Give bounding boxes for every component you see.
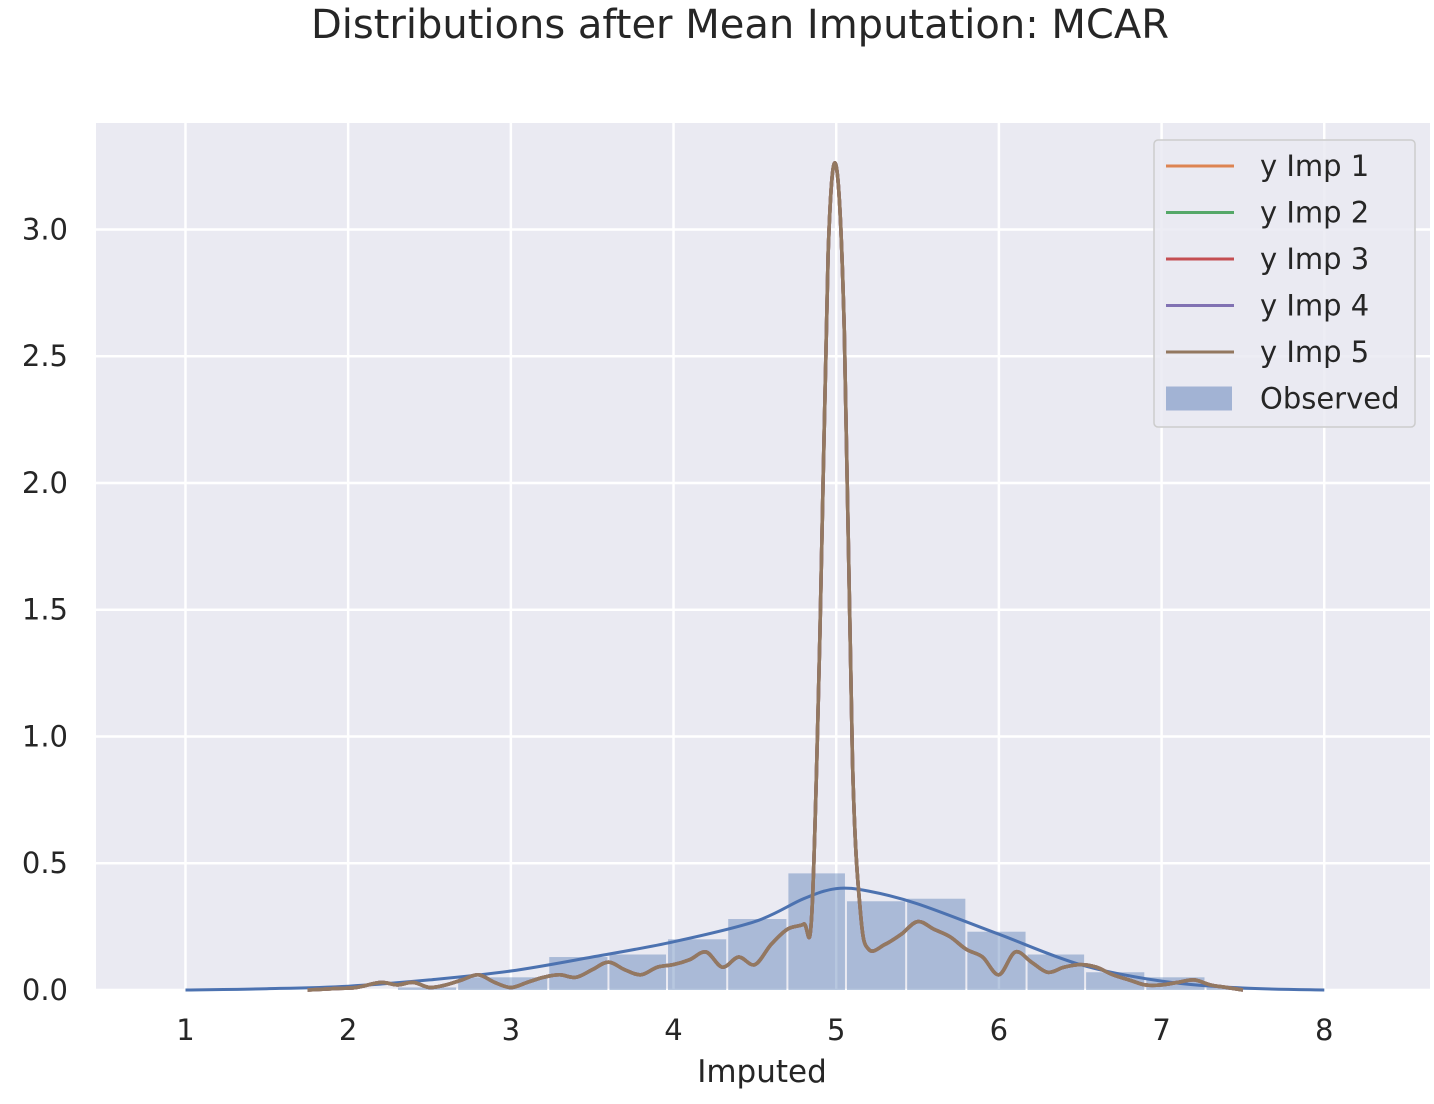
- legend-label-imp-5: y Imp 5: [1260, 335, 1369, 369]
- y-tick-label: 2.5: [22, 339, 68, 373]
- legend-label-imp-4: y Imp 4: [1260, 289, 1369, 323]
- series-lines: [185, 161, 1325, 992]
- observed-histogram-bar: [458, 977, 548, 990]
- x-tick-label: 4: [664, 1013, 682, 1047]
- observed-histogram-bar: [907, 898, 966, 990]
- x-tick-label: 2: [339, 1013, 357, 1047]
- observed-histogram-bar: [728, 919, 787, 990]
- y-tick-label: 2.0: [22, 466, 68, 500]
- legend-label-imp-2: y Imp 2: [1260, 196, 1369, 230]
- y-tick-label: 3.0: [22, 212, 68, 246]
- imputed-line-5: [307, 161, 1244, 992]
- x-tick-label: 1: [176, 1013, 194, 1047]
- x-tick-label: 3: [502, 1013, 520, 1047]
- x-tick-label: 6: [990, 1013, 1008, 1047]
- legend-label-observed: Observed: [1260, 382, 1400, 416]
- x-tick-label: 8: [1315, 1013, 1333, 1047]
- y-tick-label: 0.5: [22, 846, 68, 880]
- y-tick-label: 0.0: [22, 973, 68, 1007]
- legend-label-imp-3: y Imp 3: [1260, 242, 1369, 276]
- legend-swatch-observed: [1166, 386, 1232, 411]
- observed-histogram-bar: [788, 873, 845, 990]
- y-tick-labels: 0.0 0.5 1.0 1.5 2.0 2.5 3.0: [22, 212, 68, 1007]
- x-tick-label: 5: [827, 1013, 845, 1047]
- observed-bars: [397, 873, 1265, 990]
- observed-histogram-bar: [609, 954, 667, 990]
- legend: y Imp 1 y Imp 2 y Imp 3 y Imp 4 y Imp 5 Obser…: [1153, 139, 1416, 428]
- y-tick-label: 1.0: [22, 719, 68, 753]
- observed-histogram-bar: [846, 901, 906, 990]
- y-tick-label: 1.5: [22, 593, 68, 627]
- x-tick-label: 7: [1152, 1013, 1170, 1047]
- legend-label-imp-1: y Imp 1: [1260, 149, 1369, 183]
- chart-title: Distributions after Mean Imputation: MCA…: [311, 2, 1169, 48]
- x-axis-label: Imputed: [697, 1054, 827, 1090]
- x-tick-labels: 1 2 3 4 5 6 7 8: [176, 1013, 1333, 1047]
